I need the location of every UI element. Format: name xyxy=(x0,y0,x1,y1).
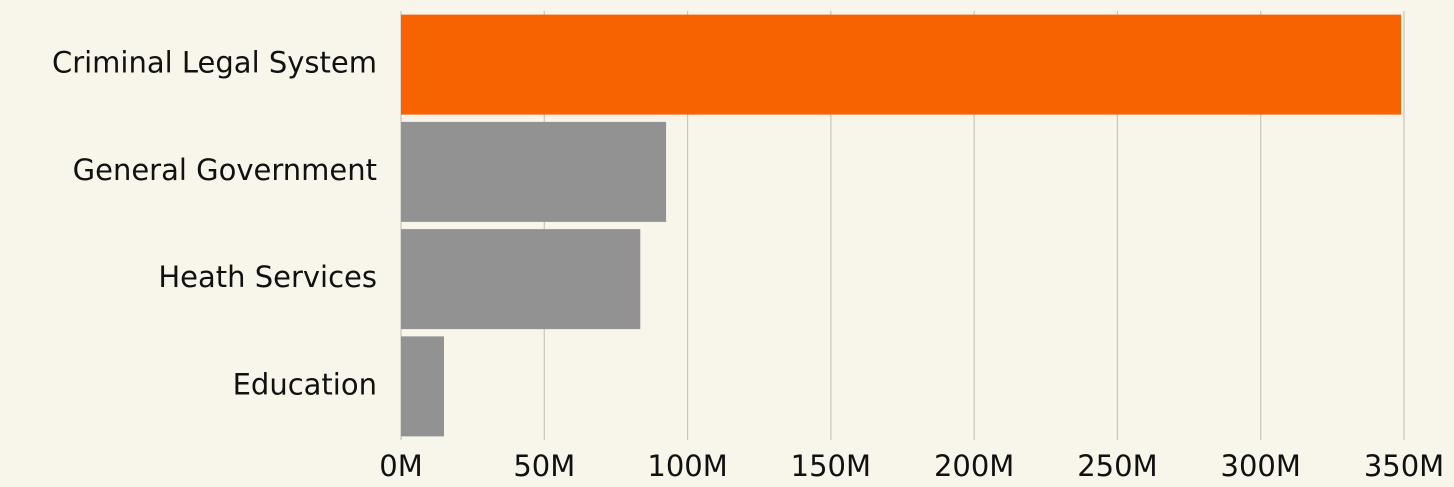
x-tick-label: 200M xyxy=(934,449,1014,483)
bar xyxy=(401,336,444,437)
bar xyxy=(401,121,667,222)
y-tick-label: Heath Services xyxy=(158,260,377,294)
bar xyxy=(401,229,641,330)
x-tick-label: 100M xyxy=(647,449,727,483)
x-tick-label: 150M xyxy=(791,449,871,483)
y-tick-label: General Government xyxy=(73,153,377,187)
x-tick-label: 300M xyxy=(1221,449,1301,483)
x-tick-label: 50M xyxy=(513,449,575,483)
x-tick-label: 0M xyxy=(379,449,422,483)
y-tick-label: Criminal Legal System xyxy=(52,46,377,80)
bar xyxy=(401,14,1402,115)
x-tick-label: 350M xyxy=(1364,449,1444,483)
y-tick-label: Education xyxy=(233,367,377,401)
x-tick-label: 250M xyxy=(1077,449,1157,483)
